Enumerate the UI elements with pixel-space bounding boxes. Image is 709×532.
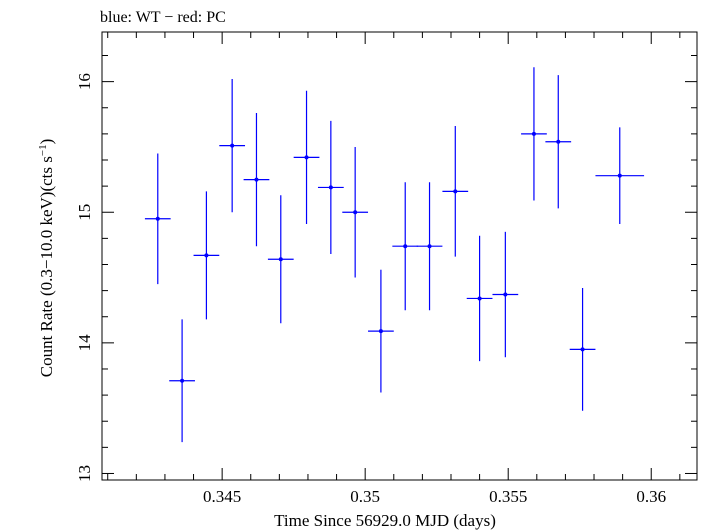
point-marker bbox=[403, 244, 408, 249]
tick-labels: 0.345 0.35 0.355 0.36 13 14 15 16 bbox=[75, 73, 666, 506]
y-axis-label: Count Rate (0.3−10.0 keV)(cts s−1) bbox=[37, 139, 56, 378]
data-point bbox=[569, 288, 596, 411]
data-point bbox=[492, 231, 519, 358]
y-axis-label-superscript: −1 bbox=[37, 144, 49, 156]
point-marker bbox=[378, 329, 383, 334]
point-marker bbox=[353, 210, 358, 215]
point-marker bbox=[477, 296, 482, 301]
data-point bbox=[595, 127, 645, 224]
data-point bbox=[243, 112, 270, 247]
axis-ticks bbox=[102, 32, 697, 480]
data-point bbox=[442, 126, 469, 257]
y-tick-label: 16 bbox=[75, 73, 94, 90]
point-marker bbox=[254, 177, 259, 182]
y-tick-label: 13 bbox=[75, 465, 94, 482]
data-point bbox=[342, 146, 369, 278]
x-tick-label: 0.35 bbox=[350, 487, 380, 506]
point-marker bbox=[427, 244, 432, 249]
data-point bbox=[545, 75, 572, 209]
y-tick-label: 14 bbox=[75, 334, 94, 352]
data-point bbox=[368, 269, 394, 393]
point-marker bbox=[617, 173, 622, 178]
point-marker bbox=[503, 292, 508, 297]
y-axis-label-main: Count Rate (0.3−10.0 keV)(cts s bbox=[37, 156, 56, 377]
data-point bbox=[521, 67, 547, 201]
x-axis-label: Time Since 56929.0 MJD (days) bbox=[274, 511, 496, 530]
point-marker bbox=[278, 257, 283, 262]
data-points bbox=[144, 67, 645, 443]
point-marker bbox=[531, 131, 536, 136]
data-point bbox=[392, 182, 419, 311]
point-marker bbox=[180, 378, 185, 383]
y-tick-label: 15 bbox=[75, 204, 94, 221]
point-marker bbox=[304, 155, 309, 160]
data-point bbox=[193, 191, 220, 320]
data-point bbox=[317, 120, 344, 255]
data-point bbox=[416, 182, 443, 311]
chart-title: blue: WT − red: PC bbox=[100, 9, 226, 26]
data-point bbox=[466, 235, 493, 362]
plot-frame bbox=[101, 31, 698, 481]
data-point bbox=[169, 319, 195, 443]
x-tick-label: 0.355 bbox=[489, 487, 527, 506]
data-point bbox=[219, 79, 246, 213]
point-marker bbox=[204, 253, 209, 258]
data-point bbox=[144, 153, 171, 285]
point-marker bbox=[453, 189, 458, 194]
point-marker bbox=[556, 139, 561, 144]
x-tick-label: 0.345 bbox=[203, 487, 241, 506]
point-marker bbox=[230, 143, 235, 148]
point-marker bbox=[580, 347, 585, 352]
point-marker bbox=[155, 216, 160, 221]
data-point bbox=[267, 195, 294, 324]
x-tick-label: 0.36 bbox=[636, 487, 666, 506]
point-marker bbox=[328, 185, 333, 190]
y-axis-label-end: ) bbox=[37, 139, 56, 145]
data-point bbox=[293, 90, 320, 224]
